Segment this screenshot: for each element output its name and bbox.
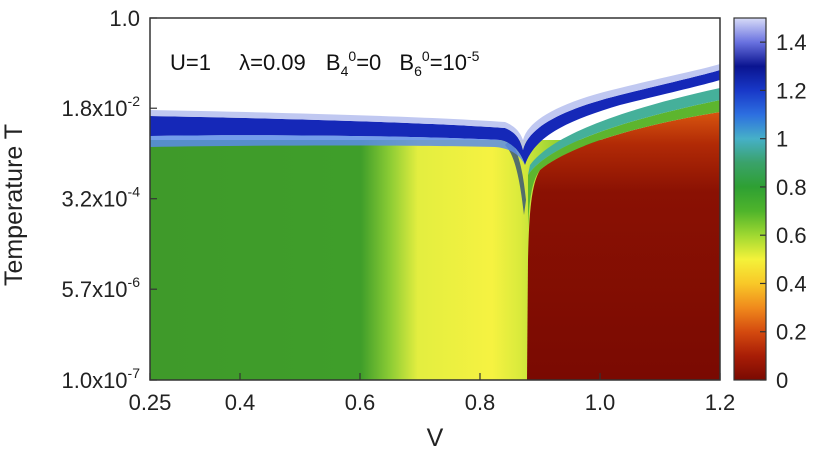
x-tick-label: 0.8 bbox=[465, 390, 496, 415]
right-crossover-band bbox=[528, 100, 720, 230]
x-tick-label: 1.2 bbox=[705, 390, 736, 415]
y-tick-label: 1.0 bbox=[109, 6, 140, 31]
y-tick-label: 1.8x10-2 bbox=[61, 93, 140, 121]
x-tick-label: 0.4 bbox=[225, 390, 256, 415]
y-tick-label: 3.2x10-4 bbox=[61, 184, 140, 212]
colorbar-tick-label: 0.8 bbox=[776, 175, 807, 200]
annotation-u: U=1 bbox=[170, 50, 211, 75]
colorbar-gradient-bar bbox=[733, 17, 767, 381]
y-axis-title: Temperature T bbox=[0, 124, 28, 286]
plot-area bbox=[149, 17, 721, 381]
y-axis: 1.0 1.8x10-2 3.2x10-4 5.7x10-6 1.0x10-7 bbox=[61, 6, 157, 393]
colorbar-tick-label: 0.4 bbox=[776, 271, 807, 296]
right-light-band bbox=[528, 88, 720, 175]
colorbar-tick-label: 0 bbox=[776, 368, 788, 393]
y-tick-label: 5.7x10-6 bbox=[61, 274, 140, 302]
red-region bbox=[527, 112, 720, 380]
blue-band-glow bbox=[150, 135, 525, 165]
parameter-annotation: U=1 λ=0.09 B40=0 B60=10-5 bbox=[170, 48, 480, 79]
colorbar-tick-label: 0.6 bbox=[776, 223, 807, 248]
x-tick-label: 1.0 bbox=[585, 390, 616, 415]
colorbar: 0 0.2 0.4 0.6 0.8 1 1.2 1.4 bbox=[733, 17, 807, 393]
annotation-b6: B bbox=[399, 50, 414, 75]
colorbar-tick-label: 1.2 bbox=[776, 78, 807, 103]
x-tick-label: 0.6 bbox=[345, 390, 376, 415]
annotation-lambda: λ=0.09 bbox=[239, 50, 306, 75]
x-axis: 0.25 0.4 0.6 0.8 1.0 1.2 bbox=[129, 373, 736, 415]
colorbar-tick-label: 1 bbox=[776, 127, 788, 152]
y-tick-label: 1.0x10-7 bbox=[61, 365, 140, 393]
annotation-b4: B bbox=[326, 50, 341, 75]
x-tick-label: 0.25 bbox=[129, 390, 172, 415]
colorbar-tick-label: 1.4 bbox=[776, 30, 807, 55]
x-axis-title: V bbox=[427, 424, 444, 452]
svg-text:U=1 λ=0.09 B40=0: U=1 λ=0.09 B40=0 B60=10-5 bbox=[170, 48, 480, 79]
colorbar-tick-label: 0.2 bbox=[776, 320, 807, 345]
boundary-dip bbox=[505, 140, 526, 215]
